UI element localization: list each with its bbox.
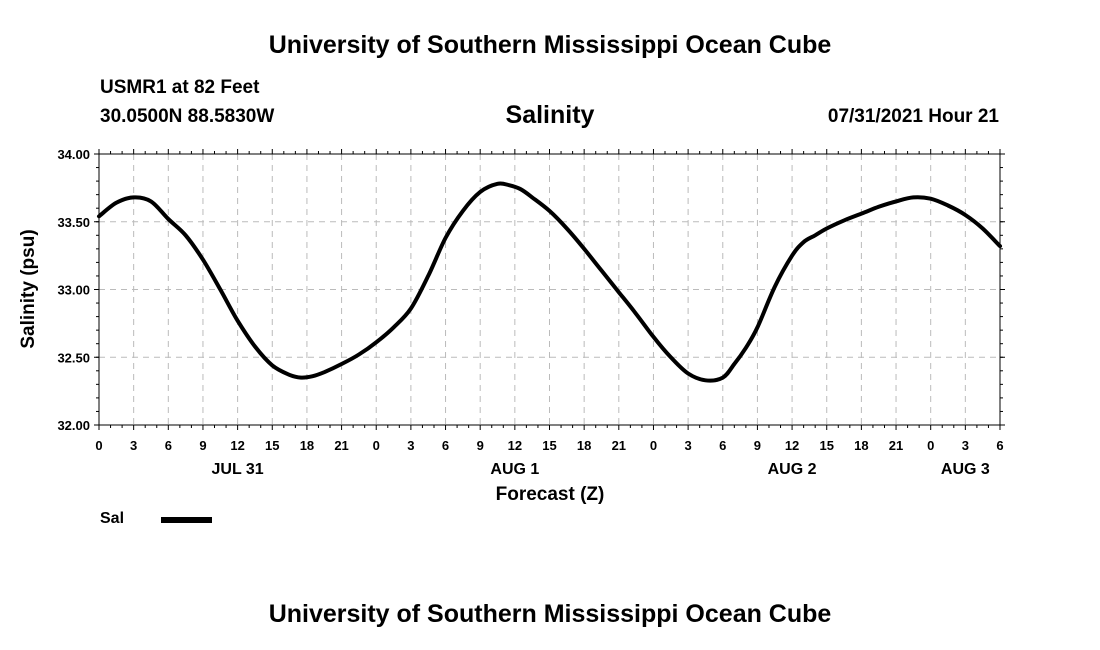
x-tick-label: 18 <box>854 438 868 453</box>
x-tick-label: 18 <box>577 438 591 453</box>
x-tick-label: 3 <box>407 438 414 453</box>
day-label: AUG 3 <box>941 461 990 478</box>
axis-labels: 32.00 32.50 33.00 33.50 34.00 0 3 6 9 12 15 18 21 0 3 6… <box>57 147 1003 478</box>
y-tick-label: 33.00 <box>57 283 90 298</box>
salinity-series-line <box>97 181 1002 383</box>
chart-title: Salinity <box>505 101 595 129</box>
x-tick-label: 21 <box>889 438 903 453</box>
x-tick-label: 9 <box>754 438 761 453</box>
y-axis-label: Salinity (psu) <box>18 229 39 348</box>
x-tick-label: 15 <box>819 438 833 453</box>
x-axis-label: Forecast (Z) <box>496 484 605 505</box>
x-tick-label: 0 <box>95 438 102 453</box>
x-tick-label: 3 <box>684 438 691 453</box>
x-tick-label: 12 <box>508 438 522 453</box>
day-label: AUG 2 <box>768 461 817 478</box>
x-tick-label: 15 <box>265 438 279 453</box>
day-label: JUL 31 <box>212 461 264 478</box>
x-tick-label: 0 <box>927 438 934 453</box>
x-tick-label: 21 <box>612 438 626 453</box>
y-tick-label: 32.50 <box>57 350 90 365</box>
legend-label: Sal <box>100 510 125 527</box>
x-tick-label: 18 <box>300 438 314 453</box>
y-tick-label: 33.50 <box>57 215 90 230</box>
footer-title: University of Southern Mississippi Ocean… <box>268 600 832 628</box>
grid-lines <box>99 154 1000 425</box>
x-tick-label: 6 <box>442 438 449 453</box>
y-tick-label: 32.00 <box>57 418 90 433</box>
x-tick-label: 9 <box>199 438 206 453</box>
main-title: University of Southern Mississippi Ocean… <box>268 31 832 59</box>
x-tick-label: 9 <box>477 438 484 453</box>
x-tick-label: 6 <box>996 438 1003 453</box>
x-tick-label: 12 <box>230 438 244 453</box>
coordinates-label: 30.0500N 88.5830W <box>100 106 275 127</box>
day-label: AUG 1 <box>490 461 539 478</box>
x-tick-label: 3 <box>962 438 969 453</box>
station-label: USMR1 at 82 Feet <box>100 77 260 98</box>
x-tick-label: 3 <box>130 438 137 453</box>
datetime-label: 07/31/2021 Hour 21 <box>827 106 999 127</box>
legend-swatch <box>161 517 212 523</box>
y-tick-label: 34.00 <box>57 147 90 162</box>
plot-frame <box>98 153 1001 426</box>
x-tick-label: 15 <box>542 438 556 453</box>
x-tick-label: 6 <box>165 438 172 453</box>
x-tick-label: 0 <box>373 438 380 453</box>
x-tick-label: 6 <box>719 438 726 453</box>
x-tick-label: 12 <box>785 438 799 453</box>
x-tick-label: 21 <box>334 438 348 453</box>
x-tick-label: 0 <box>650 438 657 453</box>
axis-ticks <box>94 149 1005 430</box>
